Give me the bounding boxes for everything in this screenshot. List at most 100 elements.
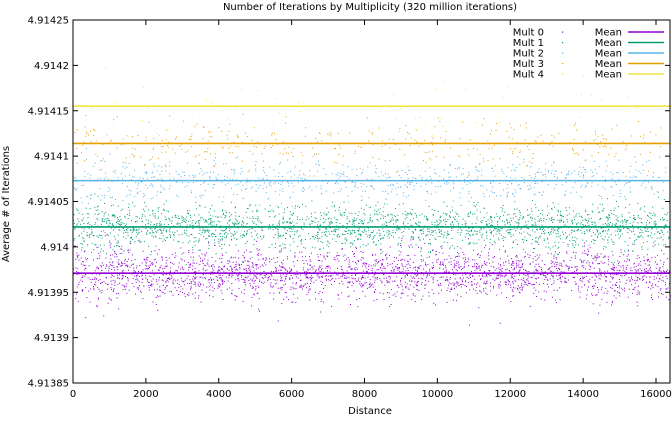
data-point — [251, 220, 253, 222]
data-point — [199, 219, 201, 221]
data-point — [306, 276, 308, 278]
data-point — [204, 255, 206, 257]
data-point — [659, 237, 661, 239]
data-point — [556, 275, 558, 277]
data-point — [421, 260, 423, 262]
data-point — [485, 232, 487, 234]
data-point — [574, 281, 576, 283]
data-point — [378, 212, 380, 214]
data-point — [354, 183, 356, 185]
data-point — [588, 262, 590, 264]
data-point — [355, 246, 357, 248]
data-point — [530, 277, 532, 278]
data-point — [630, 277, 632, 279]
data-point — [280, 278, 282, 280]
data-point — [580, 280, 582, 282]
data-point — [198, 238, 200, 240]
data-point — [490, 190, 492, 192]
data-point — [408, 213, 409, 215]
data-point — [583, 267, 585, 269]
data-point — [607, 230, 609, 232]
data-point — [243, 234, 244, 236]
data-point — [592, 287, 594, 289]
data-point — [420, 255, 422, 257]
data-point — [549, 234, 550, 236]
data-point — [256, 264, 258, 265]
data-point — [521, 283, 523, 285]
data-point — [303, 222, 305, 224]
data-point — [284, 267, 286, 269]
data-point — [106, 234, 108, 236]
data-point — [76, 208, 78, 210]
data-point — [540, 274, 542, 276]
data-point — [624, 287, 625, 289]
data-point — [325, 190, 327, 192]
data-point — [186, 224, 188, 226]
data-point — [404, 275, 406, 277]
data-point — [639, 228, 641, 230]
data-point — [605, 170, 607, 172]
data-point — [424, 215, 425, 217]
data-point — [286, 258, 288, 260]
data-point — [257, 216, 259, 218]
data-point — [455, 256, 456, 258]
data-point — [249, 205, 251, 207]
data-point — [664, 224, 666, 226]
data-point — [360, 221, 362, 223]
data-point — [111, 275, 113, 276]
data-point — [126, 283, 128, 285]
data-point — [338, 227, 340, 229]
data-point — [411, 281, 413, 283]
data-point — [583, 277, 584, 279]
data-point — [251, 210, 253, 212]
data-point — [531, 239, 533, 240]
data-point — [526, 239, 528, 241]
data-point — [311, 246, 313, 248]
data-point — [453, 224, 454, 226]
data-point — [204, 258, 206, 260]
data-point — [100, 251, 101, 253]
data-point — [184, 279, 186, 281]
data-point — [297, 245, 299, 247]
data-point — [84, 257, 86, 259]
data-point — [276, 282, 278, 284]
data-point — [195, 278, 197, 280]
data-point — [231, 289, 233, 291]
data-point — [260, 236, 261, 238]
data-point — [267, 211, 269, 212]
data-point — [536, 228, 537, 230]
data-point — [453, 216, 455, 218]
data-point — [119, 253, 121, 254]
data-point — [637, 285, 639, 287]
data-point — [112, 279, 114, 281]
data-point — [532, 252, 534, 253]
data-point — [388, 221, 390, 223]
data-point — [512, 291, 514, 293]
data-point — [450, 263, 452, 265]
data-point — [329, 275, 331, 277]
data-point — [91, 279, 93, 281]
data-point — [465, 292, 467, 294]
data-point — [177, 196, 179, 198]
data-point — [591, 217, 593, 219]
data-point — [213, 221, 215, 223]
data-point — [434, 224, 436, 226]
data-point — [476, 219, 478, 221]
data-point — [541, 270, 543, 272]
data-point — [120, 265, 122, 267]
data-point — [357, 306, 359, 308]
data-point — [159, 286, 161, 288]
data-point — [667, 212, 669, 214]
data-point — [557, 247, 559, 249]
data-point — [562, 184, 564, 186]
data-point — [207, 279, 209, 281]
data-point — [510, 284, 512, 286]
data-point — [206, 252, 207, 254]
data-point — [465, 222, 467, 224]
data-point — [222, 283, 224, 285]
data-point — [183, 281, 185, 283]
data-point — [133, 271, 135, 273]
data-point — [86, 213, 88, 215]
data-point — [507, 255, 509, 257]
data-point — [658, 243, 660, 245]
